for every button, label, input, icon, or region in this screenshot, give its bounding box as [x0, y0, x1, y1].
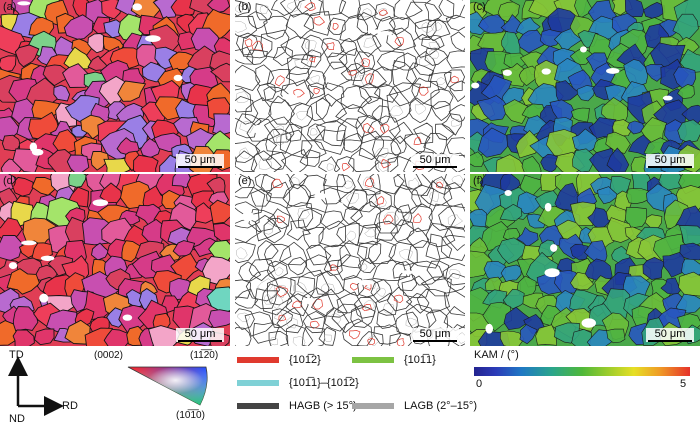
- legend-swatch: [237, 380, 279, 386]
- kam-map-image: [470, 0, 700, 172]
- legend-hagb: HAGB (> 15°): [237, 400, 357, 412]
- ipf-map-image: [0, 174, 230, 346]
- legend-label: {101̅1}: [404, 354, 436, 366]
- scale-bar-label: 50 μm: [184, 154, 216, 166]
- legend-swatch: [237, 357, 279, 363]
- boundary-map-e: (e) 50 μm: [235, 174, 465, 346]
- panel-label: (b): [238, 1, 252, 13]
- ipf-label-0002: (0002): [94, 350, 123, 361]
- scale-bar: 50 μm: [176, 328, 224, 342]
- scale-bar: 50 μm: [411, 328, 459, 342]
- sample-axes-icon: [8, 356, 64, 416]
- scale-bar: 50 μm: [411, 154, 459, 168]
- nd-axis-label: ND: [9, 413, 25, 425]
- scale-bar: 50 μm: [646, 328, 694, 342]
- kam-title: KAM / (°): [474, 349, 519, 361]
- rd-axis-label: RD: [62, 400, 78, 412]
- ipf-map-a: (a) 50 μm: [0, 0, 230, 172]
- scale-bar-label: 50 μm: [654, 154, 686, 166]
- panel-label: (a): [3, 1, 17, 13]
- kam-map-c: (c) 50 μm: [470, 0, 700, 172]
- ipf-color-triangle: [127, 366, 208, 406]
- legend-label: {101̅2}: [289, 354, 321, 366]
- ipf-label-10-10: (10̅1̅0): [176, 410, 205, 421]
- legend-double-twin: {101̅1}–{101̅2}: [237, 377, 359, 389]
- kam-map-f: (f) 50 μm: [470, 174, 700, 346]
- scale-bar-label: 50 μm: [419, 154, 451, 166]
- legend-twin-1011: {101̅1}: [352, 354, 436, 366]
- panel-label: (f): [473, 175, 484, 187]
- legend-label: {101̅1}–{101̅2}: [289, 377, 359, 389]
- boundary-map-image: [235, 174, 465, 346]
- scale-bar-label: 50 μm: [184, 328, 216, 340]
- scale-bar: 50 μm: [646, 154, 694, 168]
- panel-label: (e): [238, 175, 252, 187]
- legend-label: HAGB (> 15°): [289, 400, 357, 412]
- legend-swatch: [352, 357, 394, 363]
- legend-twin-1012: {101̅2}: [237, 354, 321, 366]
- legend-swatch: [352, 403, 394, 409]
- kam-max-label: 5: [680, 378, 687, 390]
- kam-map-image: [470, 174, 700, 346]
- legend-swatch: [237, 403, 279, 409]
- scale-bar-label: 50 μm: [654, 328, 686, 340]
- legend-label: LAGB (2°–15°): [404, 400, 477, 412]
- td-axis-label: TD: [9, 349, 24, 361]
- ipf-label-11-20: (11̅2̅0): [190, 350, 219, 361]
- scale-bar-label: 50 μm: [419, 328, 451, 340]
- boundary-map-b: (b) 50 μm: [235, 0, 465, 172]
- scale-bar: 50 μm: [176, 154, 224, 168]
- ipf-map-image: [0, 0, 230, 172]
- panel-label: (c): [473, 1, 486, 13]
- boundary-map-image: [235, 0, 465, 172]
- ipf-map-d: (d) 50 μm: [0, 174, 230, 346]
- legend-lagb: LAGB (2°–15°): [352, 400, 477, 412]
- kam-min-label: 0: [476, 378, 483, 390]
- panel-label: (d): [3, 175, 17, 187]
- kam-color-bar: [474, 367, 690, 376]
